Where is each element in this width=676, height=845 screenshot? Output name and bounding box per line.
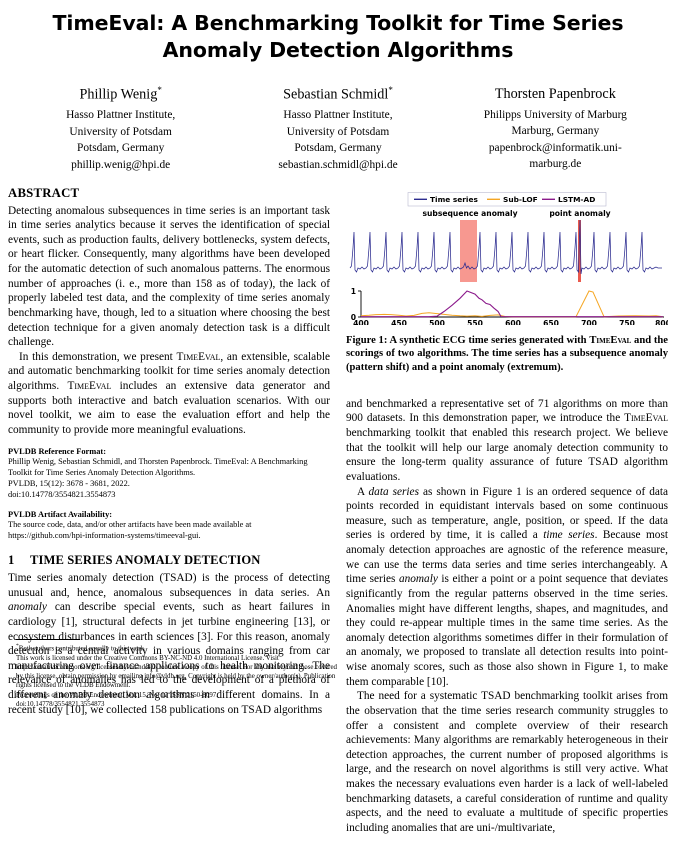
anomaly-italic: anomaly (8, 601, 47, 614)
xtick-label-800: 800 (655, 319, 668, 325)
xtick-label-650: 650 (543, 319, 559, 325)
timeeval-smallcaps: TimeEval (67, 380, 112, 393)
abstract-paragraph-2: In this demonstration, we present TimeEv… (8, 350, 330, 436)
footnote-star-marker: * (16, 643, 19, 650)
xtick-label-600: 600 (505, 319, 521, 325)
author-affiliation-line1: Hasso Plattner Institute, (283, 109, 393, 122)
ytick-label-0: 0 (351, 313, 356, 322)
point-anomaly-marker (578, 219, 581, 282)
section-1-paragraph-1: Time series anomaly detection (TSAD) is … (8, 572, 330, 716)
pvldb-artifact-line1: The source code, data, and/or other arti… (8, 519, 252, 529)
author-name: Phillip Wenig* (79, 85, 162, 103)
author-footnote-marker: * (157, 85, 162, 96)
pvldb-reference-doi: doi:10.14778/3554821.3554873 (8, 490, 116, 500)
xtick-label-400: 400 (353, 319, 369, 325)
pvldb-reference-line2: PVLDB, 15(12): 3678 - 3681, 2022. (8, 479, 130, 489)
xtick-label-700: 700 (581, 319, 597, 325)
right-paragraph-2: A data series as shown in Figure 1 is an… (346, 485, 669, 688)
figure-1-chart: Time series Sub-LOF LSTM-AD subsequence … (346, 190, 668, 325)
author-location: Potsdam, Germany (294, 142, 382, 155)
timeeval-smallcaps: TimeEval (624, 412, 668, 425)
author-affiliation-line2: Marburg, Germany (511, 125, 600, 138)
score-line-lstm-ad (361, 289, 663, 317)
right-paragraph-1: and benchmarked a representative set of … (346, 397, 668, 483)
footnote-proceedings: Proceedings of the VLDB Endowment, Vol. … (16, 691, 218, 699)
ecg-time-series-plot (349, 219, 662, 274)
timeeval-smallcaps: TimeEval (589, 334, 632, 346)
footnote-equal-contribution: *Both authors contributed equally to thi… (16, 643, 146, 653)
author-email: marburg.de (529, 158, 582, 171)
subsequence-anomaly-band (460, 219, 477, 282)
annotation-label-subsequence-anomaly: subsequence anomaly (422, 209, 517, 218)
abstract-paragraph-1: Detecting anomalous subsequences in time… (8, 204, 330, 349)
left-column: ABSTRACT Detecting anomalous subsequence… (8, 185, 337, 718)
xtick-label-550: 550 (467, 319, 483, 325)
xtick-label-750: 750 (619, 319, 635, 325)
right-column: Time series Sub-LOF LSTM-AD subsequence … (346, 186, 668, 836)
scores-axis: 1 0 400 450 500 550 600 650 700 750 800 (351, 287, 668, 325)
time-series-italic: time series (543, 529, 595, 542)
author-block: Sebastian Schmidl* Hasso Plattner Instit… (229, 84, 446, 173)
figure-1-caption: Figure 1: A synthetic ECG time series ge… (346, 334, 668, 374)
footnote-doi: doi:10.14778/3554821.3554873 (16, 701, 105, 709)
author-footnote-marker: * (388, 85, 393, 96)
section-1-heading: 1 TIME SERIES ANOMALY DETECTION (8, 553, 330, 568)
author-list: Phillip Wenig* Hasso Plattner Institute,… (12, 84, 664, 173)
author-affiliation-line1: Philipps University of Marburg (483, 108, 627, 121)
ytick-label-1: 1 (351, 287, 356, 296)
anomaly-italic: anomaly (398, 573, 438, 586)
author-block: Phillip Wenig* Hasso Plattner Institute,… (12, 84, 229, 173)
score-line-sub-lof (360, 289, 664, 317)
pvldb-artifact-heading: PVLDB Artifact Availability: (8, 509, 113, 519)
author-affiliation-line2: University of Potsdam (286, 125, 390, 138)
footnote-rule (16, 639, 80, 641)
legend-label-lstm-ad: LSTM-AD (558, 195, 595, 204)
ecg-anomaly-chart-svg: Time series Sub-LOF LSTM-AD subsequence … (349, 191, 668, 325)
xtick-label-450: 450 (391, 319, 407, 325)
author-email: phillip.wenig@hpi.de (71, 159, 171, 172)
right-paragraph-3: The need for a systematic TSAD benchmark… (346, 690, 668, 834)
pvldb-reference-heading: PVLDB Reference Format: (8, 446, 106, 456)
two-column-body: ABSTRACT Detecting anomalous subsequence… (8, 186, 668, 836)
abstract-heading: ABSTRACT (8, 185, 80, 200)
author-block: Thorsten Papenbrock Philipps University … (447, 84, 664, 173)
xtick-label-500: 500 (429, 319, 445, 325)
legend-label-time-series: Time series (430, 195, 478, 204)
author-email: sebastian.schmidl@hpi.de (278, 159, 398, 172)
data-series-italic: data series (368, 485, 419, 498)
figure-1: Time series Sub-LOF LSTM-AD subsequence … (346, 190, 668, 375)
author-affiliation-line2: University of Potsdam (69, 125, 172, 138)
footnote-license: This work is licensed under the Creative… (16, 654, 337, 690)
page-title: TimeEval: A Benchmarking Toolkit for Tim… (52, 11, 624, 63)
paper-page: TimeEval: A Benchmarking Toolkit for Tim… (0, 10, 676, 845)
annotation-label-point-anomaly: point anomaly (549, 209, 610, 218)
author-location: papenbrock@informatik.uni- (488, 141, 622, 154)
pvldb-artifact-url[interactable]: https://github.com/hpi-information-syste… (8, 530, 201, 540)
section-number: 1 (8, 553, 15, 568)
timeeval-smallcaps: TimeEval (176, 350, 221, 363)
author-affiliation-line1: Hasso Plattner Institute, (66, 109, 176, 122)
author-name: Sebastian Schmidl* (283, 85, 393, 103)
pvldb-reference-line1: Phillip Wenig, Sebastian Schmidl, and Th… (8, 456, 308, 477)
footnote-block: *Both authors contributed equally to thi… (16, 639, 338, 709)
column-spacer (346, 375, 668, 397)
author-name: Thorsten Papenbrock (494, 86, 616, 103)
chart-legend: Time series Sub-LOF LSTM-AD (407, 191, 607, 206)
author-location: Potsdam, Germany (77, 142, 165, 155)
section-title: TIME SERIES ANOMALY DETECTION (30, 553, 261, 568)
legend-label-sub-lof: Sub-LOF (503, 195, 538, 204)
ecg-waveform (349, 219, 662, 274)
